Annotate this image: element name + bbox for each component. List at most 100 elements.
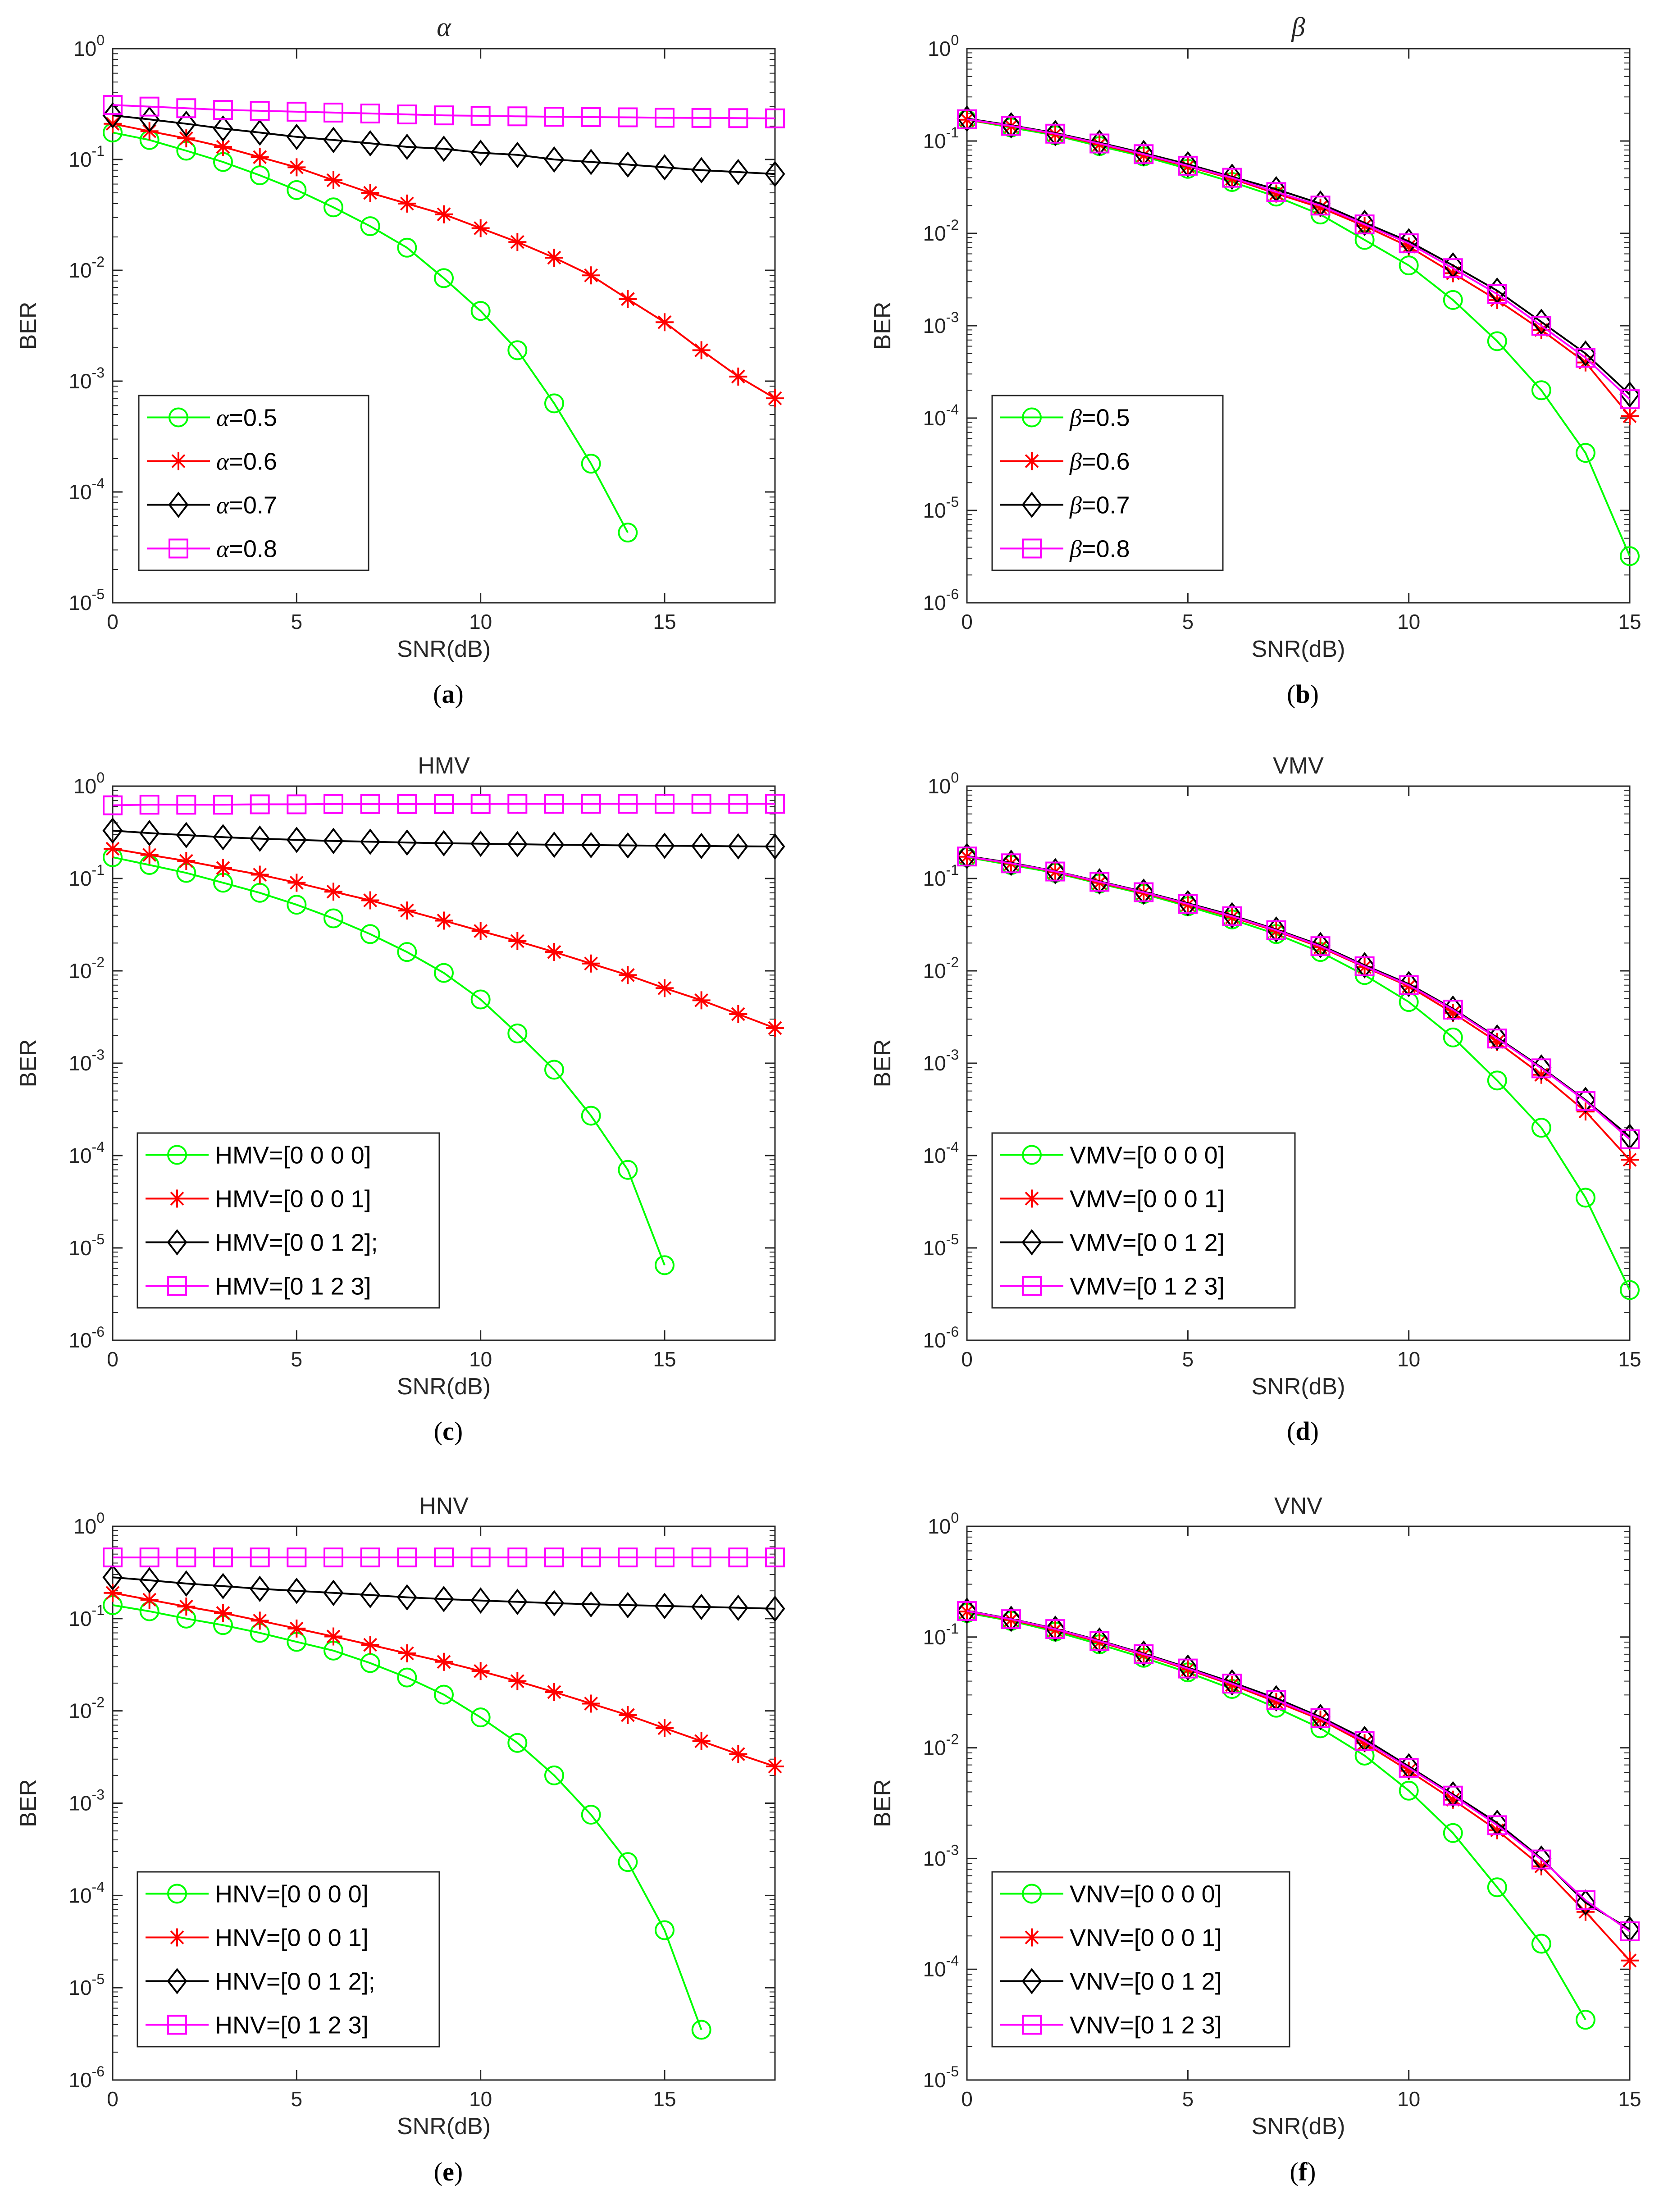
data-point [582, 954, 600, 973]
y-tick-label: 10-3 [68, 1787, 105, 1815]
legend-entry: α=0.7 [216, 492, 277, 519]
subfigure-label: (c) [434, 1416, 463, 1446]
data-point [176, 795, 196, 815]
data-point [104, 839, 122, 858]
data-point [104, 1584, 122, 1602]
data-point [176, 98, 196, 118]
data-point [1620, 389, 1640, 410]
data-point [286, 1577, 307, 1604]
data-point [434, 105, 454, 126]
data-point [507, 1733, 528, 1753]
legend-entry: β=0.5 [1069, 405, 1130, 432]
data-point [360, 216, 380, 237]
series-4 [103, 794, 785, 815]
y-tick-label: 10-6 [923, 586, 959, 614]
data-point [728, 794, 748, 814]
data-point [287, 1619, 306, 1638]
legend-entry: VNV=[0 0 0 0] [1070, 1881, 1222, 1908]
data-point [1531, 316, 1551, 336]
legend-marker [167, 1968, 187, 1994]
data-point [470, 830, 491, 857]
data-point [655, 794, 675, 814]
data-point [1045, 858, 1066, 885]
chart-title: β [1291, 12, 1305, 42]
legend-marker [169, 407, 188, 428]
data-point [287, 794, 307, 815]
data-point [250, 119, 270, 146]
data-point [1443, 290, 1463, 310]
data-point [1487, 331, 1507, 351]
data-point [1399, 1753, 1419, 1780]
data-point [102, 1564, 123, 1591]
data-point [1001, 849, 1021, 876]
y-tick-label: 10-6 [68, 2063, 105, 2092]
legend-marker [1021, 1968, 1042, 1994]
data-point [323, 1579, 344, 1607]
x-tick-label: 15 [653, 610, 676, 633]
y-tick-label: 10-2 [68, 254, 105, 282]
data-point [1178, 155, 1198, 176]
data-point [692, 341, 711, 360]
legend-entry: VNV=[0 0 1 2] [1070, 1968, 1222, 1995]
chart-title: HMV [418, 753, 470, 779]
data-point [250, 825, 270, 852]
data-point [618, 794, 638, 814]
data-point [544, 393, 564, 414]
data-point [398, 194, 416, 213]
data-point [1001, 853, 1021, 874]
y-tick-label: 10-1 [68, 143, 105, 171]
data-point [250, 165, 270, 186]
data-point [1222, 906, 1242, 926]
data-point [213, 1573, 233, 1599]
data-point [1045, 123, 1066, 144]
chart-title: VNV [1274, 1493, 1322, 1519]
legend-marker [169, 452, 187, 470]
data-point [1531, 1058, 1551, 1079]
data-point [139, 1567, 160, 1594]
data-point [507, 1547, 528, 1568]
legend-marker [167, 1145, 187, 1165]
data-point [765, 1547, 785, 1568]
data-point [1223, 908, 1241, 927]
data-point [1354, 952, 1375, 979]
x-axis-label: SNR(dB) [1251, 2113, 1345, 2139]
data-point [582, 1694, 600, 1713]
y-tick-label: 10-6 [68, 1324, 105, 1352]
data-point [360, 1547, 380, 1568]
legend-entry: α=0.8 [216, 536, 277, 563]
y-tick-label: 10-2 [68, 954, 105, 983]
data-point [213, 824, 233, 851]
data-point [1354, 1731, 1375, 1751]
data-point [507, 1588, 528, 1615]
data-point [1399, 970, 1419, 997]
data-point [766, 389, 784, 408]
data-point [1266, 920, 1286, 940]
legend-box [991, 395, 1224, 571]
data-point [140, 1591, 159, 1609]
subfigure-label: (f) [1290, 2157, 1316, 2186]
legend: HNV=[0 0 0 0] HNV=[0 0 0 1] HNV=[0 0 1 2];… [137, 1871, 440, 2048]
x-tick-label: 10 [1397, 610, 1420, 633]
data-point [729, 367, 747, 386]
data-point [324, 1627, 342, 1646]
data-point [397, 942, 417, 962]
data-point [287, 101, 307, 122]
data-point [507, 106, 528, 127]
series-2 [104, 114, 784, 408]
legend-marker [1022, 538, 1042, 559]
series-3 [102, 817, 785, 860]
data-point [1488, 1033, 1506, 1051]
data-point [103, 795, 123, 815]
legend-marker [1023, 452, 1041, 470]
y-tick-label: 100 [73, 769, 105, 798]
series-2 [104, 1584, 784, 1775]
data-point [1399, 1757, 1419, 1778]
data-point [582, 266, 600, 285]
data-point [766, 1757, 784, 1775]
data-point [104, 114, 122, 133]
data-point [1354, 956, 1375, 976]
x-tick-label: 5 [291, 610, 303, 633]
y-tick-label: 10-2 [68, 1694, 105, 1723]
y-tick-label: 10-2 [923, 217, 959, 245]
data-point [1531, 1118, 1551, 1138]
